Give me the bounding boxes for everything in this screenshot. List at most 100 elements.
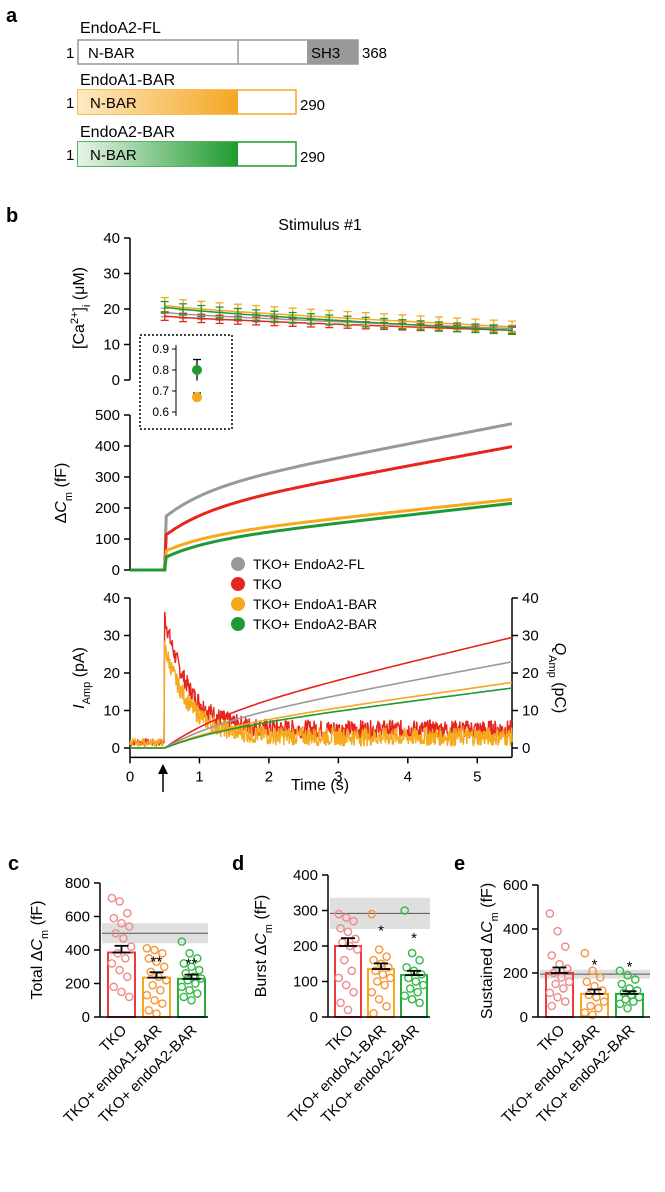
calcium-y-label-part: [Ca <box>71 324 88 349</box>
bar-y-tick-label: 400 <box>503 921 528 938</box>
charge-y-tick-label: 20 <box>522 665 539 682</box>
bar-y-tick-label: 400 <box>293 867 318 884</box>
bar-y-tick-label: 200 <box>65 976 90 993</box>
current-y-tick-label: 20 <box>103 665 120 682</box>
bar-y-tick-label: 800 <box>65 875 90 892</box>
calcium-y-tick-label: 10 <box>103 337 120 354</box>
calcium-series-line <box>164 315 513 332</box>
charge-trace-a1 <box>130 681 513 749</box>
bar-y-label-c-part: C <box>29 939 46 951</box>
bar-y-label-d-part: (fF) <box>253 895 270 924</box>
data-point <box>374 945 384 954</box>
calcium-y-tick-label: 40 <box>103 230 120 247</box>
current-y-tick-label: 10 <box>103 703 120 720</box>
bar-y-tick-label: 600 <box>65 909 90 926</box>
bar-y-label-d-part: m <box>263 924 275 933</box>
domain-nbar-label: N-BAR <box>90 147 137 164</box>
current-y-label-part: Amp <box>81 682 93 705</box>
time-x-tick-label: 1 <box>195 768 203 785</box>
data-point <box>623 1003 632 1013</box>
data-point <box>582 977 592 987</box>
bar-y-label-d-part: Burst Δ <box>253 944 270 997</box>
inset-y-tick-label: 0.9 <box>152 342 169 356</box>
inset-y-tick-label: 0.7 <box>152 384 169 398</box>
capacitance-y-label-part: Δ <box>53 512 70 523</box>
data-point <box>418 980 428 990</box>
calcium-series-line <box>164 311 513 330</box>
data-point <box>374 994 384 1004</box>
calcium-series-tko <box>160 311 516 334</box>
inset-y-tick-label: 0.8 <box>152 363 169 377</box>
sh3-domain <box>307 40 358 64</box>
data-point <box>142 990 152 1000</box>
data-point <box>109 913 119 923</box>
time-x-tick-label: 5 <box>473 768 481 785</box>
data-point <box>183 975 192 985</box>
construct-title: EndoA1-BAR <box>80 72 175 89</box>
charge-y-tick-label: 40 <box>522 590 539 607</box>
legend-entry-a1: TKO+ EndoA1-BAR <box>253 596 377 612</box>
data-point <box>369 955 378 965</box>
data-point <box>413 987 423 997</box>
bar-y-tick-label: 200 <box>503 965 528 982</box>
charge-trace-tko <box>130 636 513 749</box>
data-point <box>338 938 347 947</box>
capacitance-trace-a2 <box>130 501 513 572</box>
charge-trace-fl <box>130 661 513 749</box>
inset-point-a2 <box>192 365 202 375</box>
data-point <box>334 909 344 919</box>
stimulus-arrow <box>158 764 168 792</box>
data-point <box>371 966 380 976</box>
calcium-series-a2 <box>160 300 516 336</box>
data-point <box>156 985 165 995</box>
charge-y-label: QAmp (pC) <box>546 643 568 714</box>
data-point <box>629 997 638 1006</box>
data-point <box>559 984 568 993</box>
bar-y-label-d-part: C <box>253 933 270 945</box>
capacitance-y-label-part: m <box>63 492 75 501</box>
domain-nbar-label: N-BAR <box>90 95 137 112</box>
calcium-y-label-part: (μM) <box>71 267 88 305</box>
inset-y-tick-label: 0.6 <box>152 405 169 419</box>
calcium-series-line <box>164 306 513 332</box>
charge-trace-a2 <box>130 687 513 749</box>
data-point <box>407 948 417 958</box>
bar-y-label-c-part: (fF) <box>29 901 46 930</box>
data-point <box>148 980 157 990</box>
data-point <box>594 1003 603 1013</box>
construct-title: EndoA2-FL <box>80 20 161 37</box>
legend-entry-tko: TKO <box>253 576 282 592</box>
data-point <box>385 973 395 983</box>
significance-marker: ** <box>151 953 163 970</box>
data-point <box>380 980 390 990</box>
time-x-tick-label: 4 <box>404 768 412 785</box>
data-point <box>117 918 126 928</box>
bar-y-tick-label: 200 <box>293 938 318 955</box>
data-point <box>179 959 189 968</box>
data-point <box>551 979 560 989</box>
bar-y-label-e-part: C <box>479 921 496 933</box>
data-point <box>115 897 124 906</box>
data-point <box>384 963 393 972</box>
data-point <box>124 992 134 1002</box>
data-point <box>157 999 167 1008</box>
data-point <box>142 944 152 953</box>
domain-sh3-label: SH3 <box>311 45 340 62</box>
capacitance-y-label-part: (fF) <box>53 463 70 492</box>
data-point <box>378 970 388 979</box>
bar-y-label-e-part: (fF) <box>479 883 496 912</box>
data-point <box>634 992 644 1002</box>
bar-y-label-c-part: m <box>39 930 51 939</box>
significance-marker: ** <box>186 956 198 973</box>
construct-endoa1-bar: EndoA1-BAR 1 N-BAR 290 <box>66 72 325 115</box>
construct-endoa2-fl: EndoA2-FL 1 N-BAR SH3 368 <box>66 20 387 65</box>
data-point <box>402 963 411 972</box>
construct-end: 290 <box>300 97 325 114</box>
capacitance-y-tick-label: 400 <box>95 438 120 455</box>
data-point <box>124 922 134 931</box>
data-point <box>144 954 154 963</box>
data-point <box>411 977 421 986</box>
data-point <box>336 998 345 1008</box>
data-point <box>150 945 159 955</box>
